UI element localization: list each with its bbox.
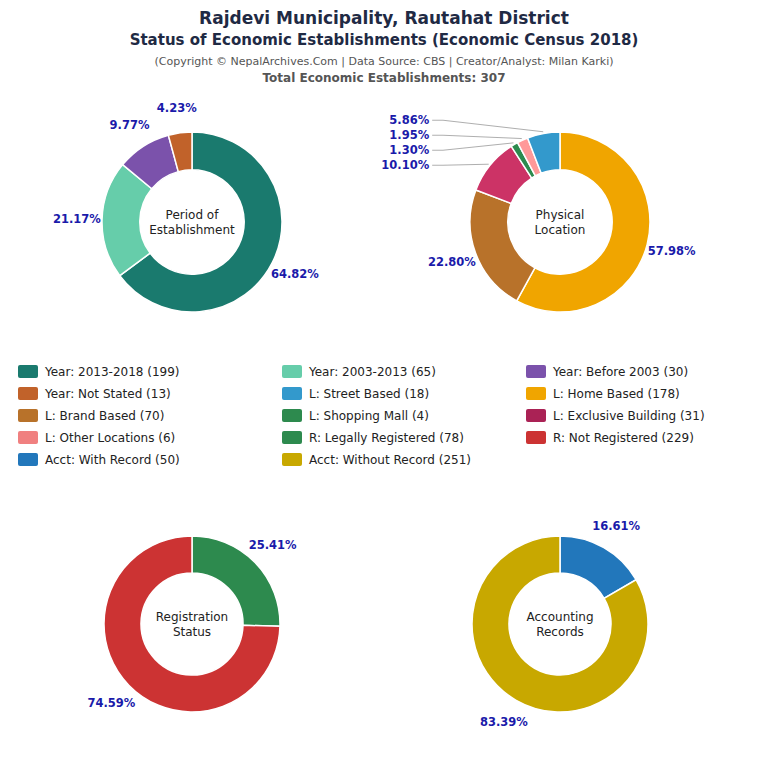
data-label: 9.77% [110,118,150,132]
legend-swatch [282,453,302,466]
legend-swatch [526,409,546,422]
legend-swatch [18,431,38,444]
legend-swatch [282,365,302,378]
legend-swatch [526,365,546,378]
data-label: 74.59% [87,696,135,710]
donut-chart: Period ofEstablishment 64.82% 21.17% 9.77% 4… [53,101,319,312]
leader-line [432,143,513,150]
data-label: 22.80% [428,255,476,269]
legend-entry: L: Street Based (18) [309,387,429,401]
data-label: 25.41% [249,538,297,552]
donut-slice [120,132,282,312]
legend-entry: Acct: With Record (50) [45,453,180,467]
legend-entry: L: Other Locations (6) [45,431,175,445]
donut-center-label: AccountingRecords [526,610,593,639]
title: Rajdevi Municipality, Rautahat District [199,8,569,28]
legend-entry: L: Exclusive Building (31) [553,409,705,423]
donut-slice [517,132,650,312]
subtitle: Total Economic Establishments: 307 [263,71,506,85]
subtitle: (Copyright © NepalArchives.Com | Data So… [154,55,613,68]
data-label: 83.39% [480,715,528,729]
legend-swatch [282,409,302,422]
donut-slice [472,536,648,712]
legend-entry: Year: 2003-2013 (65) [308,365,436,379]
leader-line [432,120,543,132]
legend-swatch [18,365,38,378]
data-label: 4.23% [157,101,197,115]
donut-center-label: PhysicalLocation [535,208,586,237]
legend-entry: Year: Before 2003 (30) [552,365,688,379]
legend-swatch [18,387,38,400]
legend-entry: Year: Not Stated (13) [44,387,171,401]
legend-entry: L: Brand Based (70) [45,409,164,423]
data-label: 1.95% [389,128,429,142]
legend-swatch [18,409,38,422]
legend-entry: R: Not Registered (229) [553,431,694,445]
donut-slice [168,132,192,172]
data-label: 1.30% [389,143,429,157]
legend-entry: L: Home Based (178) [553,387,680,401]
donut-slice [104,536,280,712]
legend-entry: Year: 2013-2018 (199) [44,365,180,379]
legend-entry: R: Legally Registered (78) [309,431,464,445]
legend-swatch [526,431,546,444]
legend-swatch [282,387,302,400]
data-label: 5.86% [389,113,429,127]
donut-center-label: RegistrationStatus [156,610,228,639]
leader-line [432,135,522,138]
data-label: 10.10% [381,158,429,172]
legend-entry: L: Shopping Mall (4) [309,409,429,423]
donut-slice [470,190,535,301]
donut-slice [528,132,560,173]
data-label: 57.98% [648,244,696,258]
legend-swatch [282,431,302,444]
leader-line [432,164,488,165]
data-label: 16.61% [592,519,640,533]
chart-canvas: Rajdevi Municipality, Rautahat District S… [0,0,768,768]
donut-center-label: Period ofEstablishment [149,208,235,237]
data-label: 21.17% [53,212,101,226]
donut-chart: AccountingRecords 16.61% 83.39% [472,519,648,728]
donut-chart: RegistrationStatus 25.41% 74.59% [87,536,297,712]
legend-swatch [526,387,546,400]
legend: Year: 2013-2018 (199) Year: 2003-2013 (65… [18,365,705,467]
legend-entry: Acct: Without Record (251) [309,453,471,467]
donut-chart: PhysicalLocation 57.98% 22.80% 5.86%1.95%1.… [381,113,696,312]
title: Status of Economic Establishments (Econo… [130,31,639,49]
data-label: 64.82% [271,267,319,281]
legend-swatch [18,453,38,466]
